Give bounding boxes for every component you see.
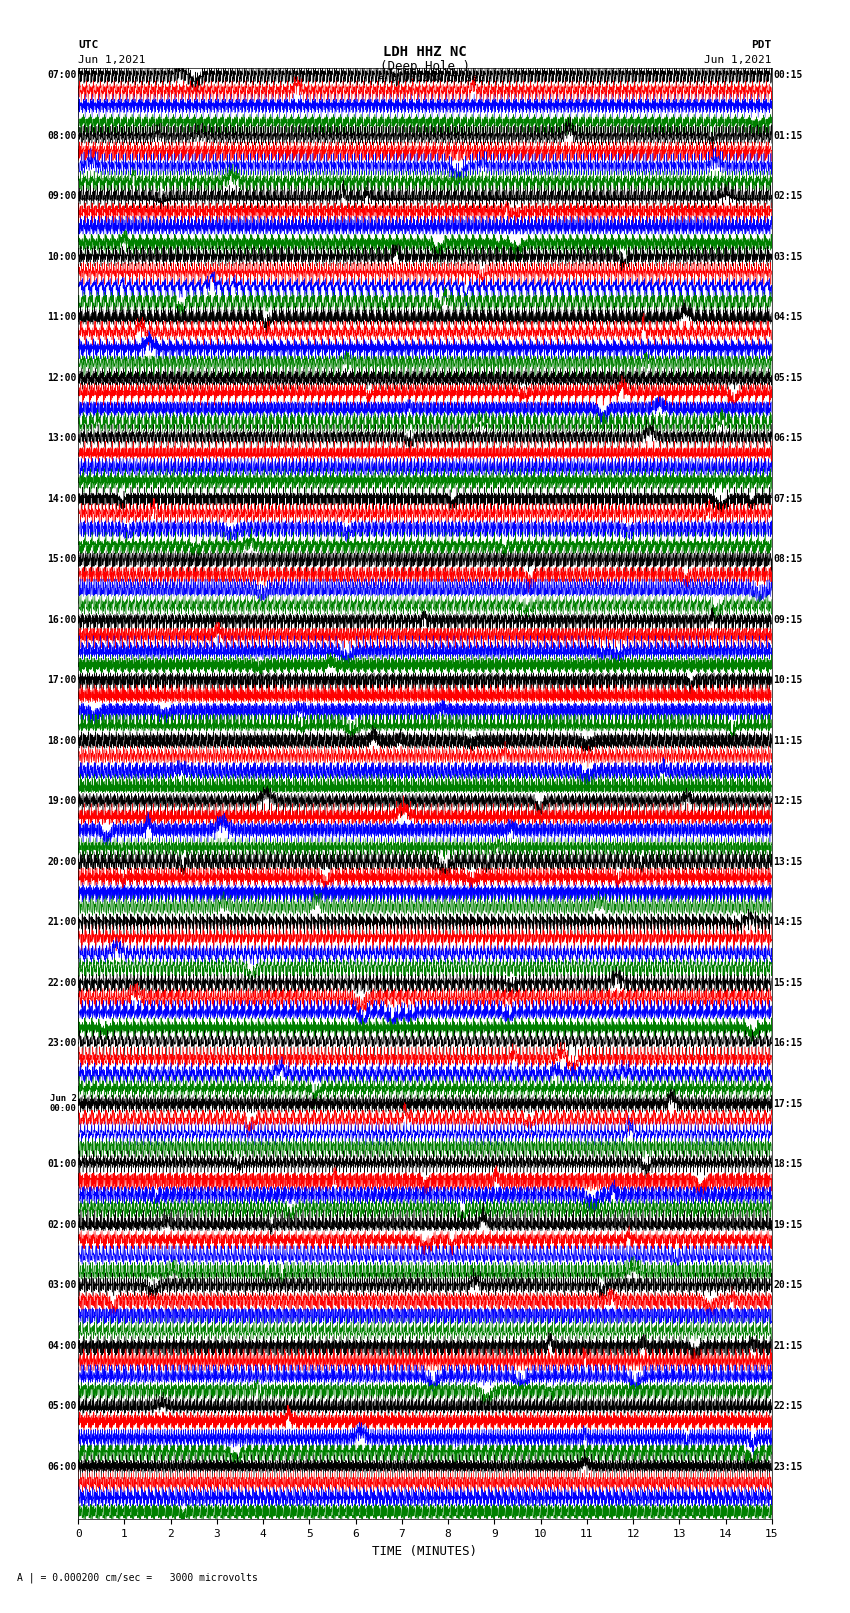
Text: 12:00: 12:00 <box>47 373 76 382</box>
Text: 05:15: 05:15 <box>774 373 803 382</box>
Text: 13:00: 13:00 <box>47 434 76 444</box>
Text: UTC: UTC <box>78 40 99 50</box>
Text: 14:15: 14:15 <box>774 918 803 927</box>
Text: 11:15: 11:15 <box>774 736 803 745</box>
Text: (Deep Hole ): (Deep Hole ) <box>380 60 470 73</box>
Text: 23:15: 23:15 <box>774 1461 803 1471</box>
Text: 17:00: 17:00 <box>47 676 76 686</box>
Text: 20:15: 20:15 <box>774 1281 803 1290</box>
Text: 21:00: 21:00 <box>47 918 76 927</box>
Text: 07:00: 07:00 <box>47 71 76 81</box>
Text: 11:00: 11:00 <box>47 313 76 323</box>
Text: 02:00: 02:00 <box>47 1219 76 1229</box>
Text: 15:15: 15:15 <box>774 977 803 987</box>
Text: 21:15: 21:15 <box>774 1340 803 1350</box>
Text: 18:00: 18:00 <box>47 736 76 745</box>
Text: 19:15: 19:15 <box>774 1219 803 1229</box>
Text: PDT: PDT <box>751 40 772 50</box>
Text: 22:15: 22:15 <box>774 1402 803 1411</box>
Text: 13:15: 13:15 <box>774 857 803 866</box>
Text: 02:15: 02:15 <box>774 192 803 202</box>
Text: 00:00: 00:00 <box>49 1103 76 1113</box>
Text: 01:15: 01:15 <box>774 131 803 140</box>
Text: 06:00: 06:00 <box>47 1461 76 1471</box>
Text: 20:00: 20:00 <box>47 857 76 866</box>
Text: Jun 1,2021: Jun 1,2021 <box>78 55 145 65</box>
Text: 19:00: 19:00 <box>47 797 76 806</box>
Text: 23:00: 23:00 <box>47 1039 76 1048</box>
Text: 10:15: 10:15 <box>774 676 803 686</box>
Text: A | = 0.000200 cm/sec =   3000 microvolts: A | = 0.000200 cm/sec = 3000 microvolts <box>17 1573 258 1582</box>
Text: 08:15: 08:15 <box>774 555 803 565</box>
Text: 18:15: 18:15 <box>774 1160 803 1169</box>
Text: | = 0.000200 cm/sec: | = 0.000200 cm/sec <box>366 73 484 84</box>
Text: 15:00: 15:00 <box>47 555 76 565</box>
X-axis label: TIME (MINUTES): TIME (MINUTES) <box>372 1545 478 1558</box>
Text: 04:15: 04:15 <box>774 313 803 323</box>
Text: Jun 1,2021: Jun 1,2021 <box>705 55 772 65</box>
Text: 03:15: 03:15 <box>774 252 803 261</box>
Text: LDH HHZ NC: LDH HHZ NC <box>383 45 467 60</box>
Text: 08:00: 08:00 <box>47 131 76 140</box>
Text: 00:15: 00:15 <box>774 71 803 81</box>
Text: 10:00: 10:00 <box>47 252 76 261</box>
Text: 05:00: 05:00 <box>47 1402 76 1411</box>
Text: 04:00: 04:00 <box>47 1340 76 1350</box>
Text: 09:00: 09:00 <box>47 192 76 202</box>
Text: 01:00: 01:00 <box>47 1160 76 1169</box>
Text: 12:15: 12:15 <box>774 797 803 806</box>
Text: 03:00: 03:00 <box>47 1281 76 1290</box>
Text: 22:00: 22:00 <box>47 977 76 987</box>
Text: Jun 2: Jun 2 <box>49 1094 76 1103</box>
Text: 16:00: 16:00 <box>47 615 76 624</box>
Text: 06:15: 06:15 <box>774 434 803 444</box>
Text: 14:00: 14:00 <box>47 494 76 503</box>
Text: 07:15: 07:15 <box>774 494 803 503</box>
Text: 16:15: 16:15 <box>774 1039 803 1048</box>
Text: 17:15: 17:15 <box>774 1098 803 1108</box>
Text: 09:15: 09:15 <box>774 615 803 624</box>
